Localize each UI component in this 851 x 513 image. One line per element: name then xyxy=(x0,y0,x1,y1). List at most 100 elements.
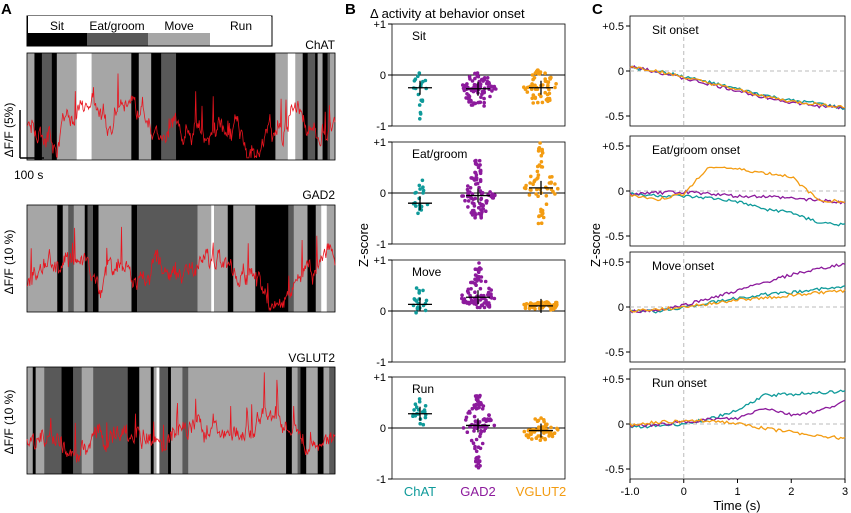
subpanel-title: Sit xyxy=(412,29,427,43)
data-point xyxy=(465,187,470,192)
data-point xyxy=(536,149,541,153)
x-tick-label: 2 xyxy=(788,486,794,498)
data-point xyxy=(553,192,557,196)
group-label-chat: ChAT xyxy=(404,484,436,499)
data-point xyxy=(551,189,555,194)
data-point xyxy=(539,94,543,99)
y-tick-label: -0.5 xyxy=(605,231,624,243)
data-point xyxy=(539,153,544,158)
row-title-chat: ChAT xyxy=(305,38,335,52)
data-point xyxy=(461,300,466,304)
data-point xyxy=(491,196,496,200)
behavior-band-eat xyxy=(73,367,83,474)
group-label-gad2: GAD2 xyxy=(460,484,495,499)
behavior-band-eat xyxy=(44,367,62,474)
data-point xyxy=(473,394,478,398)
scale-time-label: 100 s xyxy=(14,168,43,182)
data-point xyxy=(478,189,483,193)
data-point xyxy=(417,103,422,107)
data-point xyxy=(543,422,548,427)
data-point xyxy=(418,421,423,426)
panel-c-xlabel: Time (s) xyxy=(713,498,760,513)
data-point xyxy=(471,89,476,94)
data-point xyxy=(479,197,483,202)
data-point xyxy=(486,80,490,85)
data-point xyxy=(479,401,483,405)
behavior-band-sit xyxy=(51,53,58,160)
data-point xyxy=(417,288,422,293)
behavior-band-sit xyxy=(150,367,155,474)
data-point xyxy=(423,308,428,313)
data-point xyxy=(536,194,540,198)
data-point xyxy=(412,408,416,412)
data-point xyxy=(478,171,483,176)
data-point xyxy=(477,420,482,424)
data-point xyxy=(467,74,472,79)
data-point xyxy=(488,94,492,99)
data-point xyxy=(544,194,549,198)
data-point xyxy=(474,459,478,464)
data-point xyxy=(477,459,482,464)
behavior-band-sit xyxy=(176,53,276,160)
behavior-band-move xyxy=(81,367,94,474)
data-point xyxy=(413,77,418,81)
data-point xyxy=(553,85,557,90)
data-point xyxy=(469,103,474,107)
data-point xyxy=(475,455,479,460)
behavior-band-run xyxy=(321,205,328,312)
series-line-vglut2 xyxy=(629,65,846,109)
behavior-band-sit xyxy=(286,367,293,474)
data-point xyxy=(474,449,479,454)
behavior-band-sit xyxy=(61,367,74,474)
x-tick-label: 0 xyxy=(681,486,687,498)
data-point xyxy=(471,441,476,446)
data-point xyxy=(479,275,484,279)
y-tick-label: 0 xyxy=(380,70,386,82)
behavior-band-eat xyxy=(87,205,94,312)
data-point xyxy=(472,429,476,433)
data-point xyxy=(539,160,544,164)
y-tick-label: -0.5 xyxy=(605,347,624,359)
data-point xyxy=(534,436,539,441)
behavior-band-move xyxy=(233,205,256,312)
subpanel-title: Eat/groom onset xyxy=(652,143,741,157)
y-tick-label: 0 xyxy=(618,66,624,78)
data-point xyxy=(545,96,550,101)
legend-eat-label: Eat/groom xyxy=(89,19,144,33)
panel-c-ylabel: Z-score xyxy=(588,223,603,267)
behavior-band-eat xyxy=(307,53,316,160)
data-point xyxy=(536,173,541,177)
data-point xyxy=(423,404,428,408)
data-point xyxy=(479,279,483,283)
data-point xyxy=(469,176,474,180)
data-point xyxy=(466,199,471,203)
panel-label-b: B xyxy=(345,1,356,18)
data-point xyxy=(421,422,426,427)
series-line-chat xyxy=(629,389,846,429)
panel-a-row-chat: ChAT ΔF/F (5%) 100 s xyxy=(2,38,336,182)
data-point xyxy=(477,261,481,265)
behavior-legend: Sit Eat/groom Move Run xyxy=(26,15,273,47)
data-point xyxy=(419,98,424,103)
panel-b-ylabel: Z-score xyxy=(356,223,371,267)
data-point xyxy=(474,283,478,288)
behavior-band-move xyxy=(275,53,289,160)
data-point xyxy=(470,79,475,83)
data-point xyxy=(486,304,491,309)
data-point xyxy=(535,164,540,169)
data-point xyxy=(489,292,493,296)
data-point xyxy=(462,297,467,301)
row-ylabel-gad2: ΔF/F (10 %) xyxy=(2,230,16,295)
data-point xyxy=(540,151,545,155)
subpanel-title: Sit onset xyxy=(652,23,699,37)
behavior-band-eat xyxy=(159,367,169,474)
data-point xyxy=(474,437,479,442)
data-point xyxy=(530,73,535,77)
data-point xyxy=(530,96,534,101)
subpanel-title: Move onset xyxy=(652,259,715,273)
behavior-band-sit xyxy=(127,367,140,474)
data-point xyxy=(461,426,466,430)
data-point xyxy=(475,181,480,186)
data-point xyxy=(418,110,423,115)
